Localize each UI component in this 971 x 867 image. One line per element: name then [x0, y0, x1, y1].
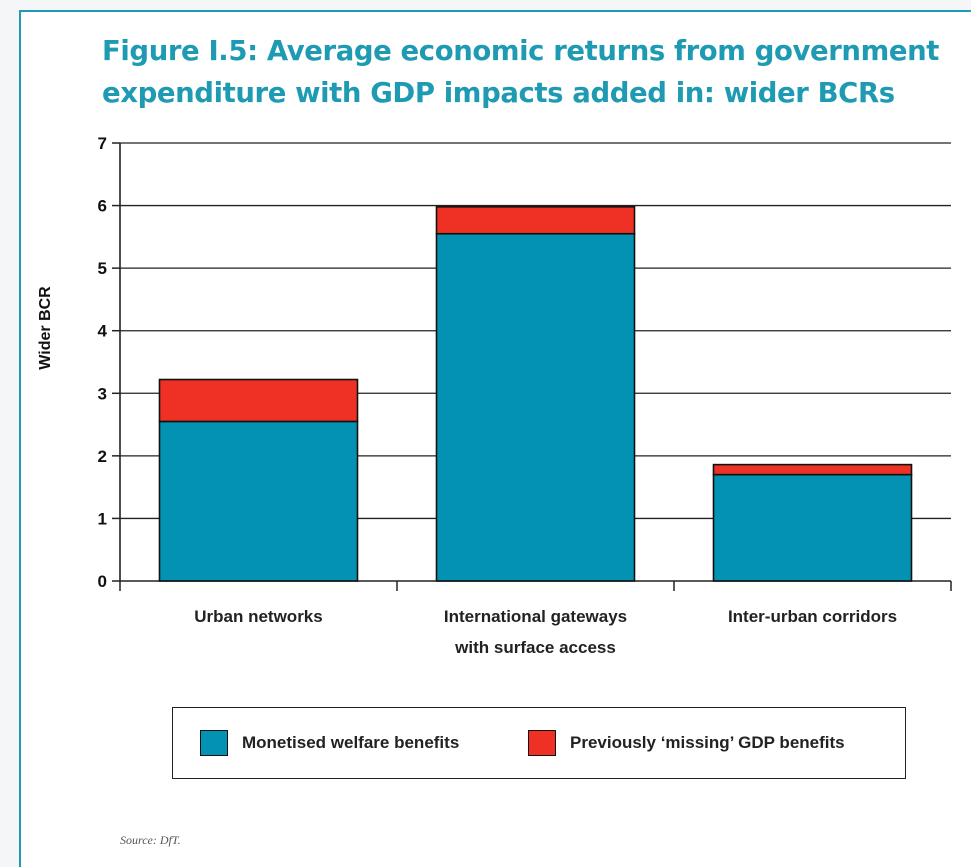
bar-gdp-1: [435, 206, 636, 235]
category-label-2: Inter-urban corridors: [663, 601, 963, 632]
legend-item-welfare: Monetised welfare benefits: [200, 730, 459, 756]
y-tick-label-0: 0: [98, 572, 107, 591]
legend-item-gdp: Previously ‘missing’ GDP benefits: [528, 730, 845, 756]
chart-title-line-2: expenditure with GDP impacts added in: w…: [102, 77, 895, 109]
bar-gdp-2: [712, 463, 913, 476]
category-label-0-line-0: Urban networks: [194, 607, 323, 626]
legend: Monetised welfare benefits Previously ‘m…: [172, 707, 906, 779]
legend-swatch-welfare: [200, 730, 228, 756]
bar-welfare-0: [158, 420, 359, 582]
bar-gdp-0: [158, 378, 359, 423]
y-tick-label-7: 7: [98, 134, 107, 153]
legend-swatch-gdp: [528, 730, 556, 756]
category-label-1-line-0: International gateways: [443, 607, 628, 626]
source-note: Source: DfT.: [120, 833, 181, 847]
y-axis-label: Wider BCR: [37, 286, 54, 370]
category-label-0: Urban networks: [109, 601, 409, 632]
legend-label-gdp: Previously ‘missing’ GDP benefits: [570, 733, 845, 752]
bar-welfare-2: [712, 473, 913, 582]
category-label-1: International gateways with surface acces…: [386, 601, 686, 663]
y-tick-label-2: 2: [98, 447, 107, 466]
bar-welfare-1: [435, 232, 636, 582]
chart-title-line-1: Figure I.5: Average economic returns fro…: [102, 35, 940, 67]
y-tick-label-4: 4: [98, 322, 108, 341]
category-label-1-line-1: with surface access: [455, 638, 616, 657]
chart-title: Figure I.5: Average economic returns fro…: [102, 30, 940, 114]
legend-label-welfare: Monetised welfare benefits: [242, 733, 460, 752]
y-tick-label-5: 5: [98, 259, 107, 278]
y-tick-label-1: 1: [98, 509, 107, 528]
y-tick-label-3: 3: [98, 384, 107, 403]
category-label-2-line-0: Inter-urban corridors: [727, 607, 898, 626]
y-tick-label-6: 6: [98, 197, 107, 216]
